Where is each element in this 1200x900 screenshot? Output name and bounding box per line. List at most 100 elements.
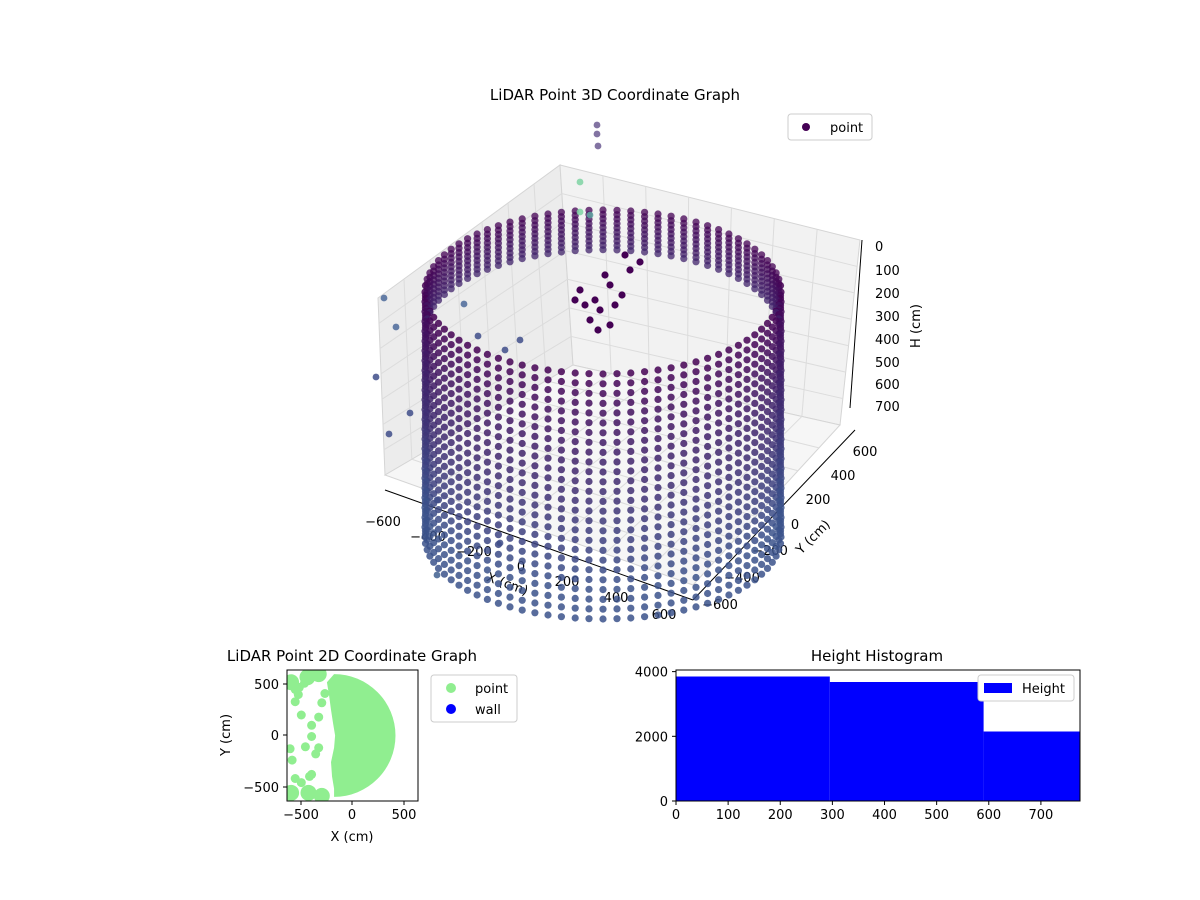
chart-3d-point [704, 501, 712, 509]
chart-3d-point [613, 468, 621, 476]
chart-3d-point [483, 527, 491, 535]
chart-3d-point [571, 516, 579, 524]
chart-3d-point [483, 546, 491, 555]
chart-3d-point [743, 424, 751, 432]
chart-3d-point [704, 393, 712, 402]
chart-3d-point [544, 415, 552, 423]
chart-3d-point [447, 458, 455, 466]
chart-3d-point [743, 375, 751, 383]
chart-2d-x-tick-label: −500 [283, 808, 319, 823]
chart-3d-point [599, 370, 607, 378]
chart-3d-point [455, 444, 463, 452]
chart-3d-point [654, 250, 662, 258]
grid-line [383, 336, 572, 451]
chart-3d-point [680, 469, 688, 477]
chart-3d-point [447, 419, 455, 427]
chart-3d-point [627, 408, 635, 416]
chart-3d-point [473, 444, 481, 452]
chart-3d-point [627, 457, 635, 465]
chart-3d-point [743, 581, 751, 589]
chart-3d-point [455, 542, 463, 550]
chart-3d-point [743, 395, 751, 403]
chart-3d-point [758, 472, 766, 480]
chart-3d-y-tick-label: −600 [702, 598, 738, 613]
chart-3d-point [680, 498, 688, 506]
chart-3d-point [734, 508, 743, 516]
chart-3d-z-tick-label: 300 [875, 310, 900, 325]
chart-3d-point [680, 430, 688, 438]
chart-3d-point [571, 496, 579, 504]
chart-3d-point [531, 530, 539, 539]
chart-3d-point [692, 456, 700, 464]
chart-3d-point [585, 615, 593, 623]
chart-3d-point [518, 596, 526, 604]
chart-3d-point [483, 507, 491, 515]
chart-3d-point [654, 425, 662, 433]
chart-3d-point [494, 521, 502, 529]
chart-2d-point [320, 689, 330, 698]
chart-3d-point [715, 497, 723, 505]
chart-3d-point [692, 495, 700, 503]
chart-3d-point [599, 468, 607, 476]
chart-3d-point [473, 385, 481, 393]
chart-3d-point [483, 537, 491, 545]
chart-3d-point [768, 558, 776, 566]
chart-3d-point [734, 469, 743, 477]
chart-3d-point [531, 403, 539, 411]
chart-3d-point [715, 350, 723, 358]
chart-3d-point [464, 439, 472, 447]
chart-3d-point [743, 532, 751, 540]
chart-3d-point [725, 356, 733, 364]
chart-3d-point [704, 423, 712, 431]
chart-3d-point [680, 371, 688, 379]
chart-3d-point [692, 554, 700, 562]
chart-2d-point [300, 784, 317, 801]
chart-3d-point [667, 521, 675, 529]
chart-3d-point [704, 570, 712, 578]
chart-3d-point [593, 130, 601, 138]
chart-3d-point [758, 345, 766, 353]
chart-3d-point [447, 488, 455, 496]
chart-3d-point [715, 439, 723, 447]
chart-3d-point [544, 523, 552, 531]
chart-3d-point [447, 478, 455, 486]
chart-3d-point [473, 356, 481, 364]
chart-3d-point [627, 389, 635, 397]
chart-3d-point [433, 571, 441, 579]
chart-3d-point [654, 405, 662, 413]
chart-3d-point [447, 331, 455, 339]
chart-3d-point [494, 589, 502, 598]
chart-3d-point [531, 589, 539, 597]
chart-3d-point [464, 341, 472, 349]
chart-3d-point [571, 438, 579, 446]
chart-3d-point [571, 296, 579, 304]
chart-3d-point [667, 560, 675, 568]
chart-3d-point [571, 457, 579, 465]
chart-3d-point [455, 415, 463, 423]
chart-3d-point [571, 389, 579, 397]
chart-3d-point [599, 246, 607, 254]
chart-3d-point [585, 246, 593, 254]
chart-3d-point [518, 439, 526, 448]
chart-3d-point [715, 360, 723, 368]
chart-3d-point [506, 505, 514, 513]
chart-3d-point [667, 432, 675, 440]
chart-3d-point [743, 552, 751, 560]
chart-3d-point [606, 321, 614, 329]
chart-3d-point [680, 577, 688, 585]
chart-3d-point [667, 501, 675, 509]
chart-3d-point [557, 407, 566, 415]
chart-3d-point [680, 390, 688, 399]
chart-3d-point [680, 528, 688, 536]
chart-3d-point [775, 546, 783, 554]
chart-3d-point [667, 511, 675, 519]
chart-3d-point [667, 393, 675, 401]
grid-line [686, 197, 690, 391]
chart-3d-point [571, 447, 579, 455]
chart-2d-point [287, 744, 295, 754]
chart-3d-point [544, 611, 552, 619]
chart-3d-point [494, 580, 502, 588]
chart-3d-point [680, 547, 688, 555]
chart-3d-point [473, 513, 481, 521]
